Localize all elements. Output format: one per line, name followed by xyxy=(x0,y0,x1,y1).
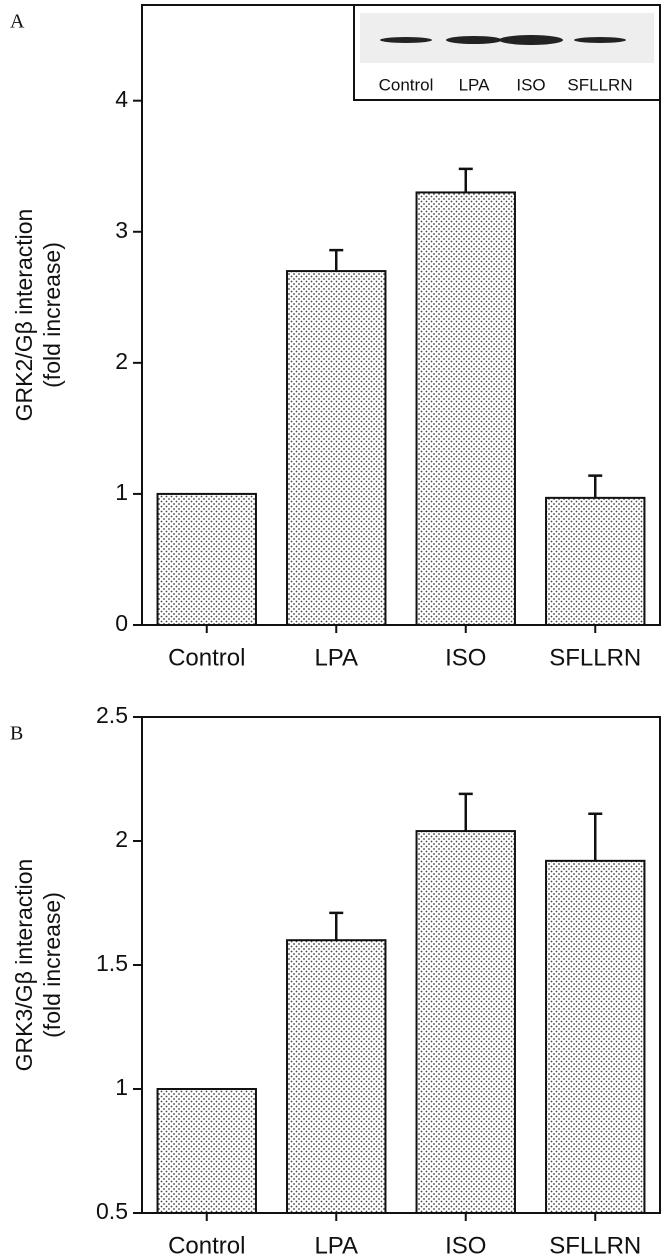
y-axis-label: (fold increase) xyxy=(39,892,65,1038)
y-tick-label: 1 xyxy=(115,1074,128,1100)
x-tick-label: SFLLRN xyxy=(549,1232,641,1258)
blot-lane-label: Control xyxy=(379,75,434,94)
bar xyxy=(156,492,257,626)
error-bar xyxy=(329,248,344,272)
bar xyxy=(286,939,387,1214)
y-tick-label: 3 xyxy=(115,217,128,243)
blot-lane-label: ISO xyxy=(516,75,545,94)
error-bar xyxy=(329,911,344,941)
blot-lane-label: LPA xyxy=(459,75,491,94)
y-tick-label: 2 xyxy=(115,826,128,852)
y-tick-label: 0 xyxy=(115,610,128,636)
x-tick-label: LPA xyxy=(314,1232,358,1258)
blot-lane-label: SFLLRN xyxy=(567,75,632,94)
x-tick-label: LPA xyxy=(314,644,358,671)
x-tick-label: Control xyxy=(168,1232,245,1258)
blot-band xyxy=(499,35,563,45)
panel-label: B xyxy=(10,723,23,745)
y-tick-label: 1.5 xyxy=(96,950,128,976)
y-axis-label: GRK2/Gβ interaction xyxy=(11,209,37,422)
error-bar xyxy=(588,812,603,861)
bar xyxy=(545,496,646,626)
y-tick-label: 4 xyxy=(115,86,128,112)
bar xyxy=(156,1088,257,1214)
panel-label: A xyxy=(10,11,25,33)
y-tick-label: 2.5 xyxy=(96,702,128,728)
error-bar xyxy=(458,792,473,832)
x-tick-label: SFLLRN xyxy=(549,644,641,671)
y-tick-label: 2 xyxy=(115,348,128,374)
bar xyxy=(415,830,516,1215)
y-axis-label: GRK3/Gβ interaction xyxy=(11,859,37,1072)
x-tick-label: ISO xyxy=(445,644,486,671)
error-bar xyxy=(588,474,603,498)
error-bar xyxy=(458,167,473,193)
bar xyxy=(545,859,646,1215)
bar xyxy=(286,270,387,626)
y-axis-label: (fold increase) xyxy=(39,242,65,388)
x-tick-label: Control xyxy=(168,644,245,671)
blot-band xyxy=(380,37,432,43)
y-tick-label: 1 xyxy=(115,479,128,505)
blot-band xyxy=(446,36,502,44)
blot-inset: Control LPA ISO SFLLRN xyxy=(353,4,661,101)
y-tick-label: 0.5 xyxy=(96,1198,128,1224)
x-tick-label: ISO xyxy=(445,1232,486,1258)
blot-band xyxy=(574,37,626,43)
bar xyxy=(415,191,516,626)
